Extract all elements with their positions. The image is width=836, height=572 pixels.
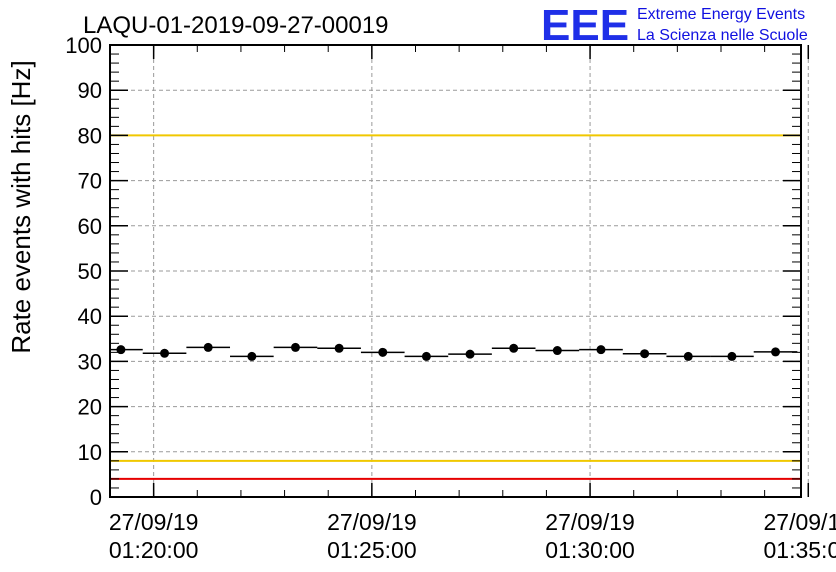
- x-tick-time: 01:35:00: [764, 537, 836, 563]
- y-tick-label: 60: [78, 214, 102, 239]
- data-point: [378, 347, 388, 357]
- eee-logo-mark: EEE: [541, 1, 629, 50]
- x-tick-time: 01:30:00: [545, 537, 635, 563]
- x-tick-date: 27/09/19: [545, 509, 635, 535]
- data-point: [247, 351, 257, 361]
- grid-lines: [110, 45, 809, 497]
- eee-logo: EEE Extreme Energy Events La Scienza nel…: [541, 1, 808, 50]
- data-point: [771, 347, 781, 357]
- x-tick-date: 27/09/19: [327, 509, 417, 535]
- data-point: [683, 351, 693, 361]
- y-tick-label: 10: [78, 440, 102, 465]
- data-points: [110, 342, 798, 361]
- y-tick-label: 30: [78, 349, 102, 374]
- data-point: [465, 349, 475, 359]
- data-point: [290, 342, 300, 352]
- data-point: [421, 351, 431, 361]
- y-tick-label: 50: [78, 259, 102, 284]
- y-tick-label: 100: [65, 33, 102, 58]
- data-point: [727, 351, 737, 361]
- chart-title: LAQU-01-2019-09-27-00019: [83, 12, 389, 39]
- x-tick-date: 27/09/19: [109, 509, 199, 535]
- y-tick-label: 80: [78, 123, 102, 148]
- y-tick-label: 0: [90, 485, 102, 510]
- y-tick-label: 20: [78, 395, 102, 420]
- data-point: [552, 346, 562, 356]
- y-tick-label: 70: [78, 169, 102, 194]
- y-tick-label: 40: [78, 304, 102, 329]
- data-point: [334, 343, 344, 353]
- data-point: [160, 348, 170, 358]
- reference-lines: [110, 44, 801, 480]
- data-point: [509, 343, 519, 353]
- y-tick-labels: 0 10 20 30 40 50 60 70 80 90 100: [65, 33, 102, 510]
- y-tick-label: 90: [78, 78, 102, 103]
- data-point: [640, 349, 650, 359]
- x-tick-date: 27/09/19: [764, 509, 836, 535]
- axis-ticks: [109, 44, 810, 498]
- data-point: [203, 342, 213, 352]
- x-tick-time: 01:25:00: [327, 537, 417, 563]
- x-tick-labels: 27/09/1901:20:0027/09/1901:25:0027/09/19…: [109, 509, 836, 563]
- y-axis-label: Rate events with hits [Hz]: [6, 60, 36, 353]
- x-tick-time: 01:20:00: [109, 537, 199, 563]
- eee-logo-line2: La Scienza nelle Scuole: [637, 27, 808, 44]
- data-point: [596, 345, 606, 355]
- eee-logo-line1: Extreme Energy Events: [637, 6, 805, 23]
